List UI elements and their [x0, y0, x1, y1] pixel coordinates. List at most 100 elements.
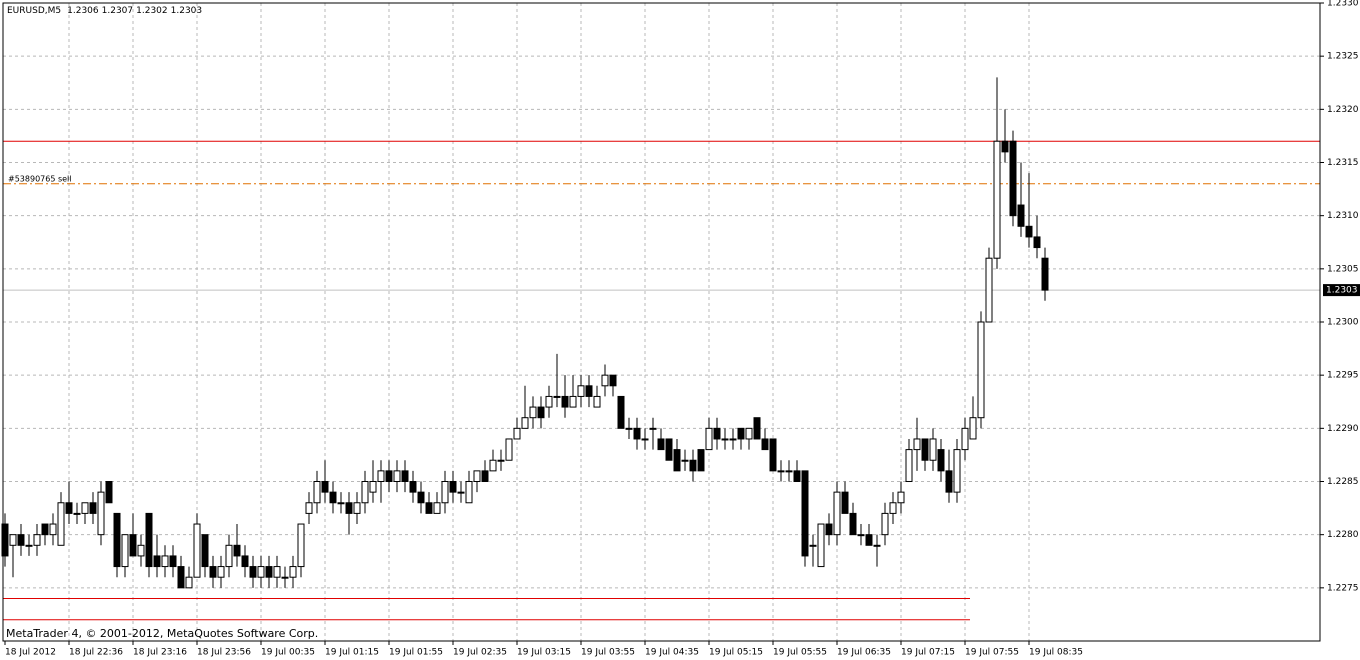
candle-body [41, 523, 49, 536]
candle-body [921, 438, 929, 461]
candle-body [793, 470, 801, 483]
candle-body [1017, 204, 1025, 227]
candle-body [1025, 225, 1033, 238]
x-tick-label: 19 Jul 08:35 [1029, 648, 1083, 658]
candle-body [545, 395, 553, 408]
candle-body [273, 566, 281, 578]
candle-body [73, 512, 81, 515]
candle-body [33, 534, 41, 546]
candle-body [705, 427, 713, 451]
x-tick-label: 19 Jul 05:55 [773, 648, 827, 658]
candle-body [281, 576, 289, 579]
y-tick-label: 1.2285 [1327, 477, 1359, 487]
candle-body [753, 417, 761, 440]
candle-body [249, 566, 257, 578]
candle-body [17, 534, 25, 546]
candle-body [57, 502, 65, 546]
candle-body [329, 491, 337, 504]
candle-body [897, 491, 905, 504]
y-tick-label: 1.2280 [1327, 530, 1359, 540]
candle-body [169, 555, 177, 568]
candle-body [641, 438, 649, 441]
candle-body [953, 449, 961, 493]
candle-body [337, 502, 345, 505]
candle-body [593, 395, 601, 408]
candle-body [393, 470, 401, 483]
candle-body [1, 523, 9, 557]
y-tick-label: 1.2290 [1327, 424, 1359, 434]
candle-body [345, 502, 353, 514]
candle-body [633, 427, 641, 440]
candle-body [513, 427, 521, 440]
candle-body [377, 470, 385, 483]
candle-body [209, 566, 217, 578]
candle-body [577, 385, 585, 397]
candle-body [937, 449, 945, 472]
candle-body [985, 257, 993, 323]
candle-body [1041, 257, 1049, 291]
candle-body [353, 502, 361, 514]
candle-body [25, 544, 33, 547]
candle-body [97, 491, 105, 536]
candle-body [321, 481, 329, 493]
y-tick-label: 1.2305 [1327, 264, 1359, 274]
y-tick-label: 1.2320 [1327, 105, 1359, 115]
x-tick-label: 18 Jul 23:56 [197, 648, 251, 658]
candle-body [9, 534, 17, 546]
candle-body [241, 555, 249, 568]
candle-body [697, 449, 705, 472]
candle-body [993, 140, 1001, 259]
price-box [1323, 284, 1360, 297]
y-tick-label: 1.2300 [1327, 318, 1359, 328]
candle-body [153, 555, 161, 568]
candle-body [745, 427, 753, 440]
y-tick-label: 1.2295 [1327, 371, 1359, 381]
x-tick-label: 19 Jul 05:15 [709, 648, 763, 658]
candle-body [609, 374, 617, 387]
candle-body [129, 534, 137, 557]
y-tick-label: 1.2330 [1327, 0, 1359, 9]
candle-body [1001, 140, 1009, 153]
candle-body [553, 395, 561, 398]
candle-body [673, 449, 681, 472]
candle-body [961, 427, 969, 451]
x-tick-label: 19 Jul 02:35 [453, 648, 507, 658]
candle-body [49, 523, 57, 536]
candle-body [713, 427, 721, 440]
candle-body [625, 427, 633, 430]
candle-body [145, 512, 153, 568]
candle-body [769, 438, 777, 472]
x-tick-label: 19 Jul 04:35 [645, 648, 699, 658]
candle-body [417, 491, 425, 504]
candle-body [425, 502, 433, 514]
candle-body [809, 544, 817, 547]
candle-body [585, 385, 593, 397]
x-tick-label: 19 Jul 01:55 [389, 648, 443, 658]
candle-body [473, 470, 481, 483]
y-tick-label: 1.2315 [1327, 158, 1359, 168]
candle-body [305, 502, 313, 514]
candle-body [185, 576, 193, 589]
price-label: 1.2303 [1326, 286, 1358, 296]
candle-body [977, 321, 985, 419]
candle-body [369, 481, 377, 493]
candle-body [401, 470, 409, 483]
candle-body [841, 491, 849, 514]
candle-body [905, 449, 913, 483]
x-tick-label: 19 Jul 03:15 [517, 648, 571, 658]
candle-body [873, 544, 881, 547]
candle-body [857, 534, 865, 537]
candle-body [777, 470, 785, 473]
candle-body [617, 395, 625, 429]
candle-body [81, 502, 89, 514]
candle-body [193, 523, 201, 578]
candle-body [449, 481, 457, 493]
candle-body [801, 470, 809, 557]
candle-body [729, 438, 737, 441]
candle-body [737, 427, 745, 440]
candle-body [561, 395, 569, 408]
candle-body [537, 406, 545, 419]
candle-body [113, 512, 121, 568]
candle-body [137, 544, 145, 557]
candle-body [201, 534, 209, 568]
